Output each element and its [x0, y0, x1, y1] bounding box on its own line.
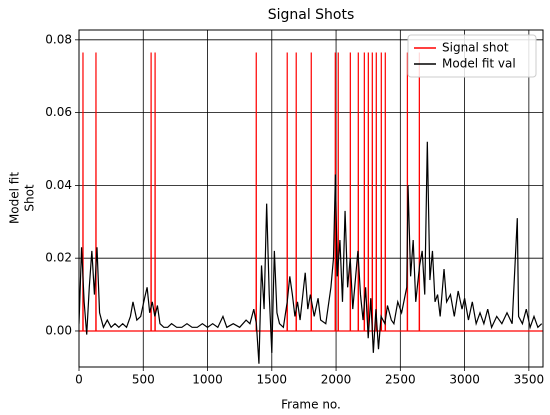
x-tick-label: 2500 [385, 373, 416, 387]
plot-area [79, 52, 543, 364]
legend-box [407, 34, 537, 78]
y-axis-label: Shot [23, 184, 37, 212]
x-tick-label: 3000 [449, 373, 480, 387]
y-tick-label: 0.04 [45, 178, 72, 192]
series-line [79, 52, 543, 332]
x-tick-label: 3500 [514, 373, 545, 387]
chart-title: Signal Shots [268, 7, 355, 23]
x-axis-label: Frame no. [281, 398, 341, 412]
series-line [79, 141, 543, 364]
y-tick-label: 0.08 [45, 32, 72, 46]
y-tick-label: 0.06 [45, 105, 72, 119]
x-tick-label: 2000 [321, 373, 352, 387]
x-tick-label: 0 [75, 373, 83, 387]
y-axis-label: Model fit [8, 172, 22, 224]
x-tick-label: 1500 [257, 373, 288, 387]
legend-label: Model fit val [442, 57, 516, 71]
y-tick-label: 0.00 [45, 323, 72, 337]
y-tick-label: 0.02 [45, 251, 72, 265]
x-tick-label: 500 [132, 373, 155, 387]
x-tick-label: 1000 [192, 373, 223, 387]
plot-frame [78, 29, 544, 368]
legend-label: Signal shot [442, 41, 509, 55]
